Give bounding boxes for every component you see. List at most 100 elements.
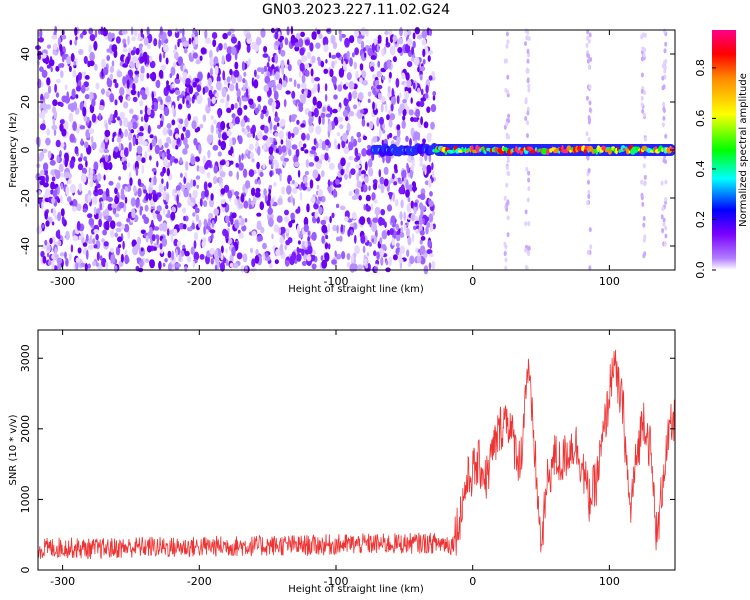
spectrogram-cell: [662, 101, 666, 107]
spectrogram-cell: [162, 192, 165, 197]
spectrogram-cell: [43, 92, 50, 100]
spectrogram-cell: [271, 198, 274, 205]
spectrogram-cell: [422, 58, 426, 65]
spectrogram-cell: [664, 133, 668, 139]
spectrogram-cell: [316, 216, 321, 224]
spectrogram-cell: [146, 245, 152, 253]
spectrogram-cell: [123, 147, 129, 158]
spectrogram-cell: [350, 223, 354, 228]
spectrogram-cell: [248, 143, 254, 151]
spectrogram-cell: [103, 174, 106, 181]
spectrogram-cell: [305, 181, 308, 187]
spectrogram-cell: [387, 134, 390, 140]
spectrogram-cell: [72, 69, 77, 78]
spectrogram-cell: [212, 144, 219, 151]
spectrogram-cell: [42, 182, 49, 188]
spectrogram-cell: [259, 201, 265, 211]
spectrogram-cell: [75, 128, 80, 134]
spectrogram-cell: [199, 55, 203, 61]
spectrogram-cell: [174, 194, 177, 201]
spectrogram-cell: [372, 136, 378, 143]
spectrogram-cell: [147, 231, 152, 239]
spectrogram-cell: [407, 30, 412, 36]
spectrogram-cell: [39, 123, 46, 131]
spectrogram-cell: [589, 57, 593, 62]
spectrogram-cell: [139, 99, 144, 107]
spectrogram-cell: [51, 197, 56, 204]
spectrogram-cell: [250, 247, 253, 254]
spectrogram-cell: [143, 37, 149, 46]
spectrogram-cell: [314, 210, 319, 219]
spectrogram-cell: [38, 55, 41, 60]
spectrogram-cell: [83, 55, 88, 65]
spectrogram-cell: [352, 222, 358, 230]
spectrogram-cell: [61, 128, 67, 137]
spectrogram-cell: [76, 74, 79, 84]
spectrogram-cell: [357, 92, 364, 101]
spectrogram-cell: [192, 81, 197, 88]
spectrogram-cell: [417, 87, 421, 93]
spectrogram-cell: [204, 188, 209, 198]
spectrogram-cell: [588, 107, 592, 113]
spectrogram-cell: [92, 238, 96, 245]
spectrogram-cell: [527, 87, 531, 93]
spectrogram-cell: [137, 187, 142, 198]
spectrogram-cell: [311, 231, 317, 241]
spectrogram-cell: [159, 243, 163, 250]
spectrogram-cell: [524, 116, 528, 121]
spectrogram-cell: [424, 180, 429, 186]
spectrogram-cell: [321, 170, 325, 178]
spectrogram-cell: [241, 127, 245, 133]
spectrogram-cell: [409, 169, 414, 179]
spectrogram-cell: [238, 154, 241, 164]
spectrogram-cell: [104, 220, 110, 231]
spectrogram-cell: [210, 124, 214, 134]
spectrogram-cell: [54, 169, 58, 175]
spectrogram-cell: [526, 68, 530, 74]
spectrogram-cell: [225, 53, 232, 62]
spectrogram-cell: [316, 56, 321, 62]
spectrogram-cell: [281, 186, 285, 195]
spectrogram-cell: [317, 188, 323, 198]
spectrogram-cell: [326, 28, 331, 33]
spectrogram-cell: [118, 201, 125, 209]
spectrogram-cell: [143, 123, 149, 130]
spectrogram-cell: [260, 28, 266, 38]
spectrogram-cell: [260, 112, 264, 120]
spectrogram-cell: [372, 217, 379, 223]
spectrogram-cell: [589, 244, 593, 250]
spectrogram-cell: [135, 243, 141, 251]
spectrogram-cell: [396, 230, 400, 236]
spectrogram-cell: [157, 124, 162, 129]
spectrogram-cell: [41, 201, 44, 210]
spectrogram-cell: [80, 84, 86, 94]
spectrogram-cell: [57, 185, 60, 195]
spectrogram-cell: [386, 59, 392, 69]
spectrogram-cell: [283, 99, 287, 108]
spectrogram-cell: [526, 133, 529, 139]
spectrogram-cell: [275, 148, 279, 154]
spectrogram-cell: [144, 55, 147, 66]
spectrogram-cell: [365, 205, 371, 212]
spectrogram-cell: [153, 246, 157, 251]
spectrogram-cell: [64, 84, 68, 91]
spectrogram-cell: [431, 170, 435, 178]
spectrogram-cell: [173, 52, 179, 60]
spectrogram-cell: [240, 118, 246, 128]
spectrogram-cell: [325, 146, 329, 151]
spectrogram-cell: [402, 108, 407, 117]
spectrogram-cell: [96, 173, 102, 182]
spectrogram-cell: [72, 101, 78, 111]
spectrogram-cell: [139, 56, 145, 63]
spectrogram-cell: [346, 72, 352, 81]
spectrogram-cell: [662, 221, 666, 227]
spectrogram-cell: [336, 224, 339, 234]
spectrogram-cell: [87, 194, 92, 203]
spectrogram-cell: [507, 113, 511, 119]
spectrogram-cell: [194, 78, 200, 83]
spectrogram-cell: [346, 122, 351, 133]
spectrogram-cell: [176, 240, 182, 247]
spectrogram-cell: [149, 55, 153, 63]
spectrogram-cell: [322, 36, 329, 47]
spectrogram-cell: [281, 67, 285, 75]
